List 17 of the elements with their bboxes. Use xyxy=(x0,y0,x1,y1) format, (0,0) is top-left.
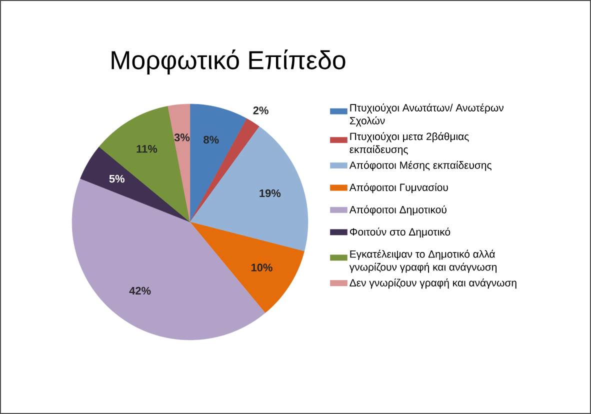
data-label: 2% xyxy=(253,106,268,114)
data-label: 10% xyxy=(251,264,272,272)
data-label: 19% xyxy=(260,189,281,198)
data-label: 42% xyxy=(129,286,151,295)
legend-label: Πτυχιούχοι Ανωτάτων/ Ανωτέρων Σχολών xyxy=(350,103,504,126)
data-label: 11% xyxy=(136,145,158,153)
data-label: 8% xyxy=(204,136,219,144)
legend-label: Φοιτούν στο Δημοτικό xyxy=(350,228,450,238)
legend-label: Εγκατέλειψαν το Δημοτικό αλλά γνωρίζουν γραφή και ανάγνωση xyxy=(349,250,497,273)
legend-label: Απόφοιτοι Δημοτικού xyxy=(349,205,446,216)
chart-title: Μορφωτικό Επίπεδο xyxy=(112,50,346,74)
legend-label: Απόφοιτοι Γυμνασίου xyxy=(349,183,448,194)
legend-label: Πτυχιούχοι μετα 2βάθμιας εκπαίδευσης xyxy=(350,132,469,156)
data-label: 5% xyxy=(109,174,125,183)
data-label: 3% xyxy=(174,134,190,142)
legend-label: Δεν γνωρίζουν γραφή και ανάγνωση xyxy=(350,278,516,289)
legend-label: Απόφοιτοι Μέσης εκπαίδευσης xyxy=(349,160,492,171)
